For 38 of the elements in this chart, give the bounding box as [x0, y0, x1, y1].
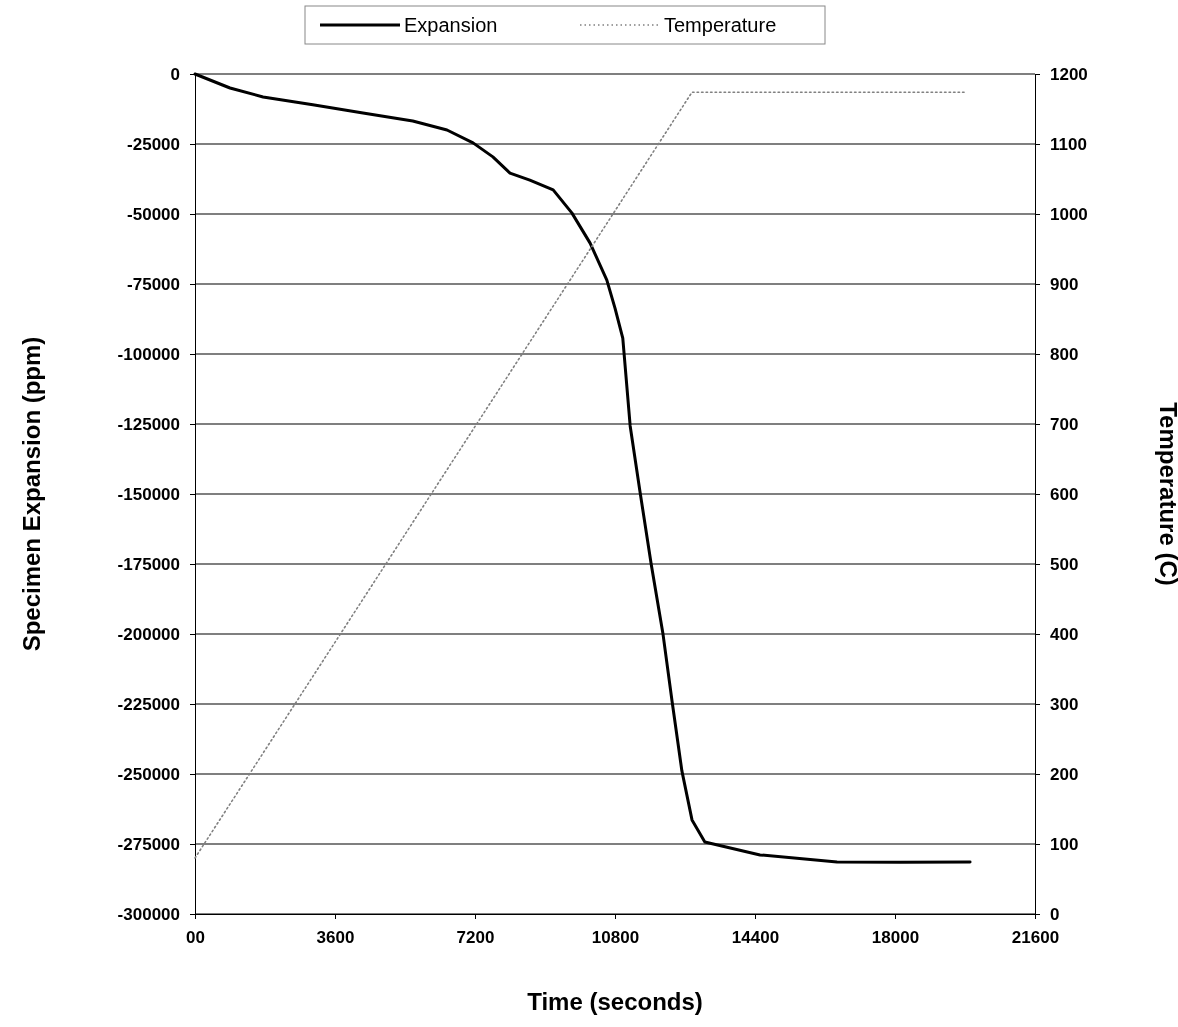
y2-tick-label: 600 [1050, 484, 1079, 504]
y2-tick-label: 1000 [1050, 204, 1088, 224]
x-axis-title: Time (seconds) [527, 988, 703, 1015]
y2-tick-label: 1100 [1050, 134, 1087, 154]
y-tick-label: -50000 [127, 204, 180, 224]
x-tick-label: 10800 [591, 928, 640, 948]
y2-tick-label: 200 [1050, 764, 1079, 784]
y-tick-label: -225000 [117, 694, 180, 714]
y-tick-label: -100000 [117, 344, 180, 364]
legend-label: Temperature [664, 14, 777, 36]
y2-tick-label: 800 [1050, 344, 1079, 364]
x-tick-label: 7200 [456, 928, 495, 948]
y-tick-label: -275000 [117, 834, 180, 854]
x-tick-label: 18000 [871, 928, 920, 948]
y-axis-title: Specimen Expansion (ppm) [18, 336, 45, 652]
y-tick-label: -150000 [117, 484, 180, 504]
y2-tick-label: 500 [1050, 554, 1079, 574]
y-tick-label: -200000 [117, 624, 180, 644]
y-tick-label: -25000 [127, 134, 180, 154]
y-tick-label: -125000 [117, 414, 180, 434]
y-tick-label: -300000 [117, 904, 180, 924]
y2-tick-label: 900 [1050, 274, 1079, 294]
y-tick-label: -175000 [117, 554, 180, 574]
y-tick-label: 0 [170, 64, 180, 84]
x-tick-label: 3600 [316, 928, 355, 948]
y2-axis-title: Temperature (C) [1155, 402, 1178, 586]
y2-tick-label: 400 [1050, 624, 1079, 644]
y2-tick-label: 0 [1050, 904, 1060, 924]
y2-tick-label: 700 [1050, 414, 1079, 434]
x-tick-label: 21600 [1011, 928, 1060, 948]
y2-tick-label: 1200 [1050, 64, 1088, 84]
x-tick-label: 00 [186, 928, 205, 948]
x-tick-label: 14400 [731, 928, 780, 948]
legend-label: Expansion [404, 14, 498, 36]
y2-tick-label: 100 [1050, 834, 1079, 854]
y2-tick-label: 300 [1050, 694, 1079, 714]
y-tick-label: -75000 [127, 274, 180, 294]
y-tick-label: -250000 [117, 764, 180, 784]
